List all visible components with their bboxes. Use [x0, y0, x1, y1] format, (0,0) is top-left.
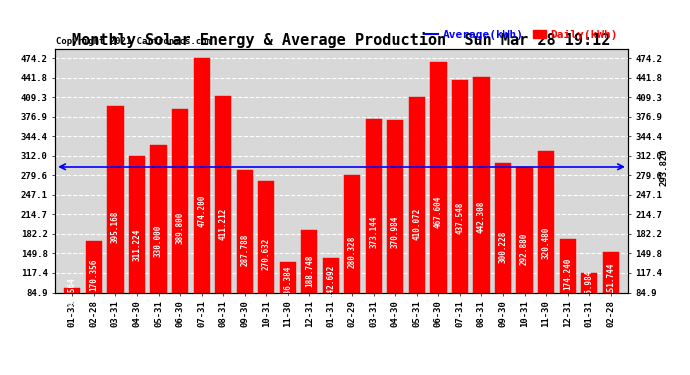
Bar	[538, 151, 554, 344]
Text: 474.200: 474.200	[197, 194, 206, 227]
Text: 370.984: 370.984	[391, 216, 400, 249]
Text: 116.984: 116.984	[584, 270, 593, 302]
Bar	[517, 167, 533, 344]
Bar	[150, 145, 166, 344]
Text: 411.212: 411.212	[219, 208, 228, 240]
Text: 270.632: 270.632	[262, 237, 270, 270]
Bar	[431, 62, 446, 344]
Text: 311.224: 311.224	[132, 229, 141, 261]
Text: Copyright 2021 Cartronics.com: Copyright 2021 Cartronics.com	[57, 38, 213, 46]
Bar	[237, 170, 253, 344]
Legend: Average(kWh), Daily(kWh): Average(kWh), Daily(kWh)	[420, 25, 622, 44]
Text: 170.356: 170.356	[90, 258, 99, 291]
Bar	[602, 252, 619, 344]
Text: 151.744: 151.744	[607, 262, 615, 295]
Bar	[279, 261, 296, 344]
Text: 467.604: 467.604	[434, 196, 443, 228]
Text: 437.548: 437.548	[455, 202, 464, 234]
Bar	[215, 96, 231, 344]
Bar	[323, 258, 339, 344]
Bar	[409, 97, 425, 344]
Title: Monthly Solar Energy & Average Production  Sun Mar 28 19:12: Monthly Solar Energy & Average Productio…	[72, 32, 611, 48]
Text: 410.072: 410.072	[413, 208, 422, 240]
Text: 280.328: 280.328	[348, 235, 357, 267]
Bar	[387, 120, 404, 344]
Bar	[108, 106, 124, 344]
Text: 373.144: 373.144	[369, 216, 378, 248]
Text: 292.880: 292.880	[520, 232, 529, 265]
Text: 293.820: 293.820	[660, 148, 669, 186]
Text: 174.240: 174.240	[563, 258, 572, 290]
Bar	[86, 241, 102, 344]
Text: 300.228: 300.228	[499, 231, 508, 263]
Bar	[258, 181, 274, 344]
Bar	[452, 80, 468, 344]
Text: 395.168: 395.168	[111, 211, 120, 243]
Text: 136.384: 136.384	[283, 266, 293, 298]
Bar	[495, 163, 511, 344]
Bar	[581, 273, 598, 344]
Bar	[344, 175, 360, 344]
Text: 330.000: 330.000	[154, 225, 163, 257]
Text: 442.308: 442.308	[477, 201, 486, 233]
Text: 287.788: 287.788	[240, 234, 249, 266]
Bar	[301, 230, 317, 344]
Text: 92.564: 92.564	[68, 277, 77, 305]
Bar	[129, 156, 145, 344]
Bar	[560, 239, 575, 344]
Text: 320.480: 320.480	[542, 227, 551, 259]
Bar	[366, 119, 382, 344]
Text: 188.748: 188.748	[305, 255, 314, 287]
Bar	[172, 109, 188, 344]
Bar	[64, 288, 81, 344]
Text: 142.692: 142.692	[326, 264, 335, 297]
Bar	[473, 78, 490, 344]
Bar	[193, 58, 210, 344]
Text: 389.800: 389.800	[175, 212, 184, 244]
